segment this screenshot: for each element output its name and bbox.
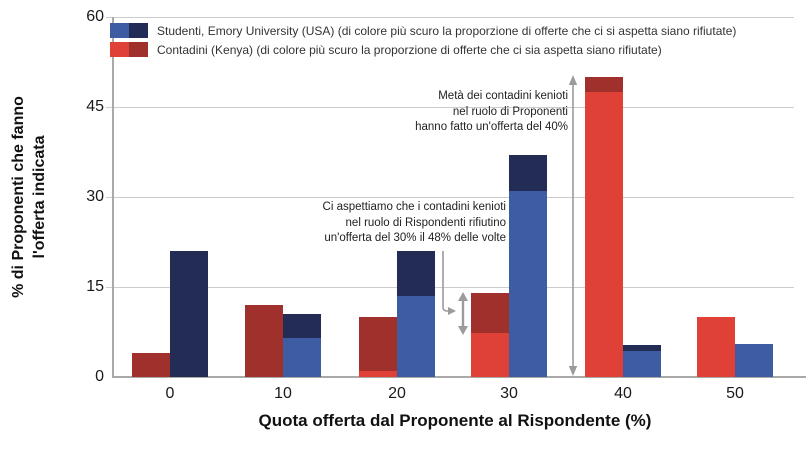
- x-tick-label-30: 30: [500, 385, 518, 402]
- y-tick-label-60: 60: [86, 8, 104, 25]
- y-tick-label-30: 30: [86, 188, 104, 205]
- legend-label-students: Studenti, Emory University (USA) (di col…: [157, 23, 737, 38]
- bar-rejected-portion: [170, 251, 208, 377]
- x-tick-label-0: 0: [165, 385, 175, 402]
- y-tick-label-45: 45: [86, 98, 104, 115]
- legend: Studenti, Emory University (USA) (di col…: [110, 22, 736, 60]
- bar-rejected-portion: [509, 155, 547, 191]
- bar-students-offer-0: [170, 251, 208, 377]
- x-tick-label-20: 20: [388, 385, 406, 402]
- bar-rejected-portion: [397, 251, 435, 296]
- bar-rejected-portion: [623, 345, 661, 351]
- x-tick-label-50: 50: [726, 385, 744, 402]
- bar-rejected-portion: [283, 314, 321, 338]
- reject30-range-double-arrow-icon: [458, 292, 468, 335]
- x-axis-title: Quota offerta dal Proponente al Risponde…: [258, 411, 652, 430]
- annotation-offer40-line3: hanno fatto un'offerta del 40%: [415, 121, 568, 133]
- legend-label-farmers: Contadini (Kenya) (di colore più scuro l…: [157, 42, 662, 57]
- bar-farmers-offer-20: [359, 317, 397, 377]
- annotation-reject30-line3: un'offerta del 30% il 48% delle volte: [324, 232, 506, 244]
- bar-farmers-offer-10: [245, 305, 283, 377]
- students-swatch-icon: [110, 23, 148, 38]
- annotation-offer40-line2: nel ruolo di Proponenti: [452, 105, 568, 118]
- y-axis-title-line2: l'offerta indicata: [31, 135, 48, 259]
- bar-rejected-portion: [132, 353, 170, 377]
- bar-students-offer-10: [283, 314, 321, 377]
- gridline-y-30: [106, 197, 794, 198]
- bar-students-offer-30: [509, 155, 547, 377]
- bar-rejected-portion: [359, 317, 397, 371]
- bar-students-offer-40: [623, 345, 661, 377]
- annotation-offer-40pct: Metà dei contadini kenioti nel ruolo di …: [348, 89, 568, 136]
- bar-farmers-offer-0: [132, 353, 170, 377]
- bar-students-offer-20: [397, 251, 435, 377]
- y-tick-label-0: 0: [95, 368, 104, 385]
- bar-students-offer-50: [735, 344, 773, 377]
- bar-rejected-portion: [245, 305, 283, 377]
- annotation-offer40-line1: Metà dei contadini kenioti: [438, 90, 568, 102]
- annotation-reject30-line2: nel ruolo di Rispondenti rifiutino: [345, 216, 506, 229]
- annotation-reject-30pct: Ci aspettiamo che i contadini kenioti ne…: [256, 200, 506, 247]
- bar-rejected-portion: [585, 77, 623, 92]
- annotation-reject30-line1: Ci aspettiamo che i contadini kenioti: [322, 201, 506, 213]
- farmers-swatch-icon: [110, 42, 148, 57]
- gridline-y-15: [106, 287, 794, 288]
- bar-farmers-offer-40: [585, 77, 623, 377]
- reject30-elbow-connector-icon: [442, 251, 456, 315]
- y-axis-title-line1: % di Proponenti che fanno: [10, 96, 27, 298]
- legend-item-farmers: Contadini (Kenya) (di colore più scuro l…: [110, 41, 736, 58]
- offer40-vertical-double-arrow-icon: [568, 75, 578, 376]
- y-axis-title: % di Proponenti che fanno l'offerta indi…: [8, 17, 50, 377]
- bar-farmers-offer-30: [471, 293, 509, 377]
- x-tick-label-40: 40: [614, 385, 632, 402]
- gridline-y-60: [106, 17, 794, 18]
- legend-item-students: Studenti, Emory University (USA) (di col…: [110, 22, 736, 39]
- gridline-y-45: [106, 107, 794, 108]
- bar-farmers-offer-50: [697, 317, 735, 377]
- x-axis-line: [112, 376, 806, 378]
- y-axis-line: [112, 17, 114, 378]
- x-tick-label-10: 10: [274, 385, 292, 402]
- y-tick-label-15: 15: [86, 278, 104, 295]
- bar-rejected-portion: [471, 293, 509, 333]
